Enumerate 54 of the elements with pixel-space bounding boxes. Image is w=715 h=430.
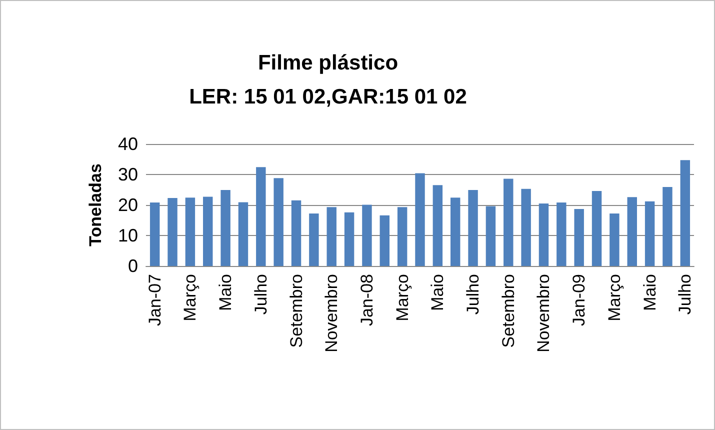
bar bbox=[380, 215, 390, 266]
bar bbox=[432, 185, 443, 266]
bar bbox=[326, 207, 336, 266]
y-tick-label: 0 bbox=[128, 256, 138, 276]
bar bbox=[362, 204, 372, 266]
y-tick-label: 40 bbox=[118, 134, 138, 154]
bar bbox=[150, 202, 160, 266]
bar bbox=[486, 206, 496, 266]
bar bbox=[344, 212, 354, 266]
bar bbox=[504, 178, 514, 266]
bar bbox=[556, 202, 566, 266]
x-tick-label: Março bbox=[180, 274, 200, 322]
x-tick-label: Setembro bbox=[286, 274, 306, 348]
bar bbox=[203, 196, 213, 266]
x-tick-label: Novembro bbox=[322, 274, 342, 352]
bar bbox=[680, 160, 690, 266]
bar bbox=[574, 208, 584, 266]
bar bbox=[415, 173, 425, 266]
x-tick-label: Março bbox=[392, 274, 412, 322]
y-tick-label: 30 bbox=[118, 164, 138, 184]
y-axis-title: Toneladas bbox=[86, 164, 105, 246]
x-tick-label: Maio bbox=[640, 274, 660, 311]
bar bbox=[291, 200, 302, 266]
x-tick-label: Jan-09 bbox=[570, 274, 589, 326]
y-tick-label: 20 bbox=[118, 195, 138, 215]
bar bbox=[450, 198, 460, 266]
bar bbox=[274, 178, 284, 266]
bar bbox=[238, 202, 248, 266]
x-tick-label: Novembro bbox=[534, 274, 554, 352]
bar bbox=[397, 207, 408, 266]
y-tick-label: 10 bbox=[118, 226, 138, 246]
bar bbox=[627, 197, 637, 266]
bar bbox=[309, 214, 319, 266]
bar bbox=[610, 214, 620, 266]
bar bbox=[168, 198, 178, 266]
bar bbox=[662, 187, 672, 266]
x-tick-label: Julho bbox=[464, 274, 483, 315]
x-tick-label: Março bbox=[604, 274, 624, 322]
chart-title: Filme plástico LER: 15 01 02,GAR:15 01 02 bbox=[189, 52, 467, 108]
x-tick-label: Maio bbox=[428, 274, 448, 311]
x-tick-label: Jan-08 bbox=[357, 274, 376, 326]
bar bbox=[185, 198, 196, 266]
x-tick-label: Setembro bbox=[498, 274, 518, 348]
bar bbox=[521, 188, 531, 266]
x-tick-label: Maio bbox=[216, 274, 236, 311]
bar bbox=[538, 203, 549, 266]
bar bbox=[644, 201, 655, 266]
bar bbox=[256, 167, 266, 266]
x-tick-label: Julho bbox=[676, 274, 695, 315]
x-tick-label: Jan-07 bbox=[145, 274, 164, 326]
x-tick-label: Julho bbox=[251, 274, 270, 315]
bar bbox=[468, 190, 478, 266]
bar bbox=[220, 190, 230, 266]
bar bbox=[592, 190, 602, 266]
